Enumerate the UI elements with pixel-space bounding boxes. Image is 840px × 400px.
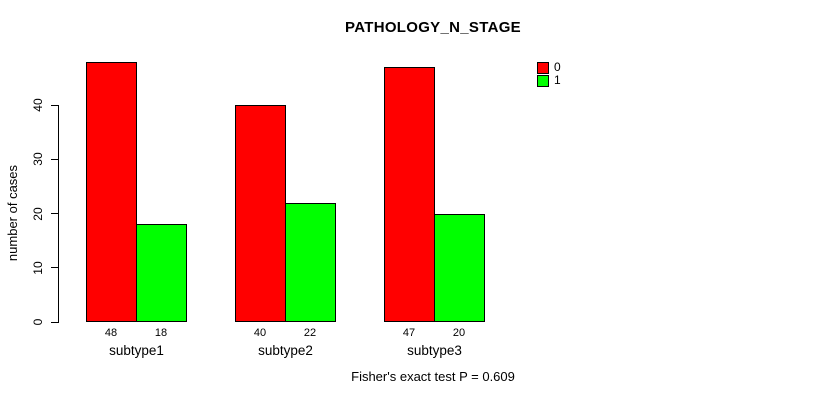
y-axis-label: number of cases [5,164,20,262]
x-axis-category-label: subtype2 [258,343,313,358]
bar-value-label: 48 [104,327,118,339]
y-axis-tick [51,104,58,106]
y-axis-tick-label: 20 [31,206,45,221]
bar-subtype1-series-0 [86,61,137,322]
legend-entry: 1 [537,73,561,87]
y-axis-line [58,105,59,323]
y-axis-tick [51,158,58,160]
y-axis-tick [51,321,58,323]
y-axis-tick-label: 10 [31,261,45,275]
annotation-fisher-test: Fisher's exact test P = 0.609 [351,369,515,384]
x-axis-category-label: subtype3 [407,343,462,358]
legend-label: 1 [554,73,561,87]
chart-title: PATHOLOGY_N_STAGE [345,19,521,36]
bar-subtype2-series-1 [285,202,336,322]
bar-value-label: 47 [402,327,416,339]
y-axis-tick [51,213,58,214]
bar-value-label: 40 [253,327,267,339]
y-axis-tick [51,267,58,269]
bar-value-label: 20 [452,327,466,339]
y-axis-tick-label: 40 [31,98,45,112]
legend-label: 0 [554,60,561,74]
legend-swatch [537,61,549,74]
bar-subtype3-series-0 [384,67,435,322]
legend-swatch [537,74,549,87]
y-axis-tick-label: 0 [31,318,45,326]
bar-subtype1-series-1 [136,224,187,322]
bar-subtype3-series-1 [434,213,485,322]
y-axis-tick-label: 30 [31,152,45,166]
x-axis-category-label: subtype1 [109,343,164,358]
bar-value-label: 22 [303,327,317,339]
bar-value-label: 18 [154,327,168,339]
legend-entry: 0 [537,60,561,74]
bar-subtype2-series-0 [235,105,286,322]
